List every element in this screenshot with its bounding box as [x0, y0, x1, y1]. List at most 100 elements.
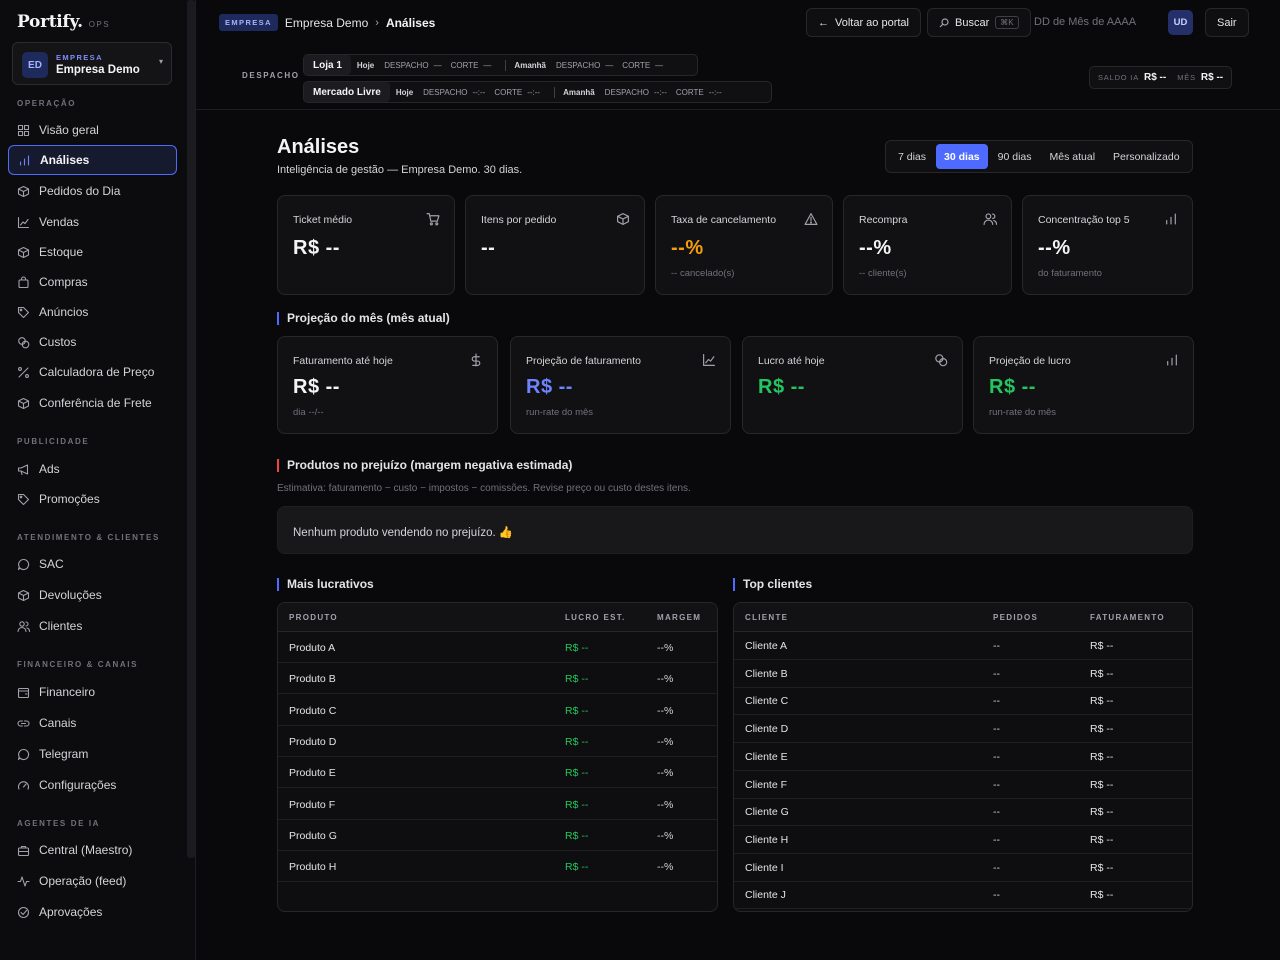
product-name: Produto B	[289, 673, 336, 686]
dispatch-store-loja-1[interactable]: Loja 1 Hoje DESPACHO — CORTE — Amanhã DESPACHO —…	[303, 54, 698, 76]
column-header-revenue[interactable]: FATURAMENTO	[1090, 613, 1165, 622]
range-personalizado[interactable]: Personalizado	[1113, 150, 1180, 163]
column-header-margin[interactable]: MARGEM	[657, 613, 702, 622]
sidebar-item-compras[interactable]: Compras	[8, 267, 177, 297]
table-row[interactable]: Produto H R$ -- --%	[278, 851, 717, 883]
company-switcher[interactable]: ED EMPRESA Empresa Demo ▾	[12, 42, 172, 85]
dispatch-label: DESPACHO	[242, 71, 300, 80]
chevron-right-icon: ›	[375, 16, 379, 29]
sidebar-section-title: AGENTES DE IA	[17, 819, 101, 828]
company-label: EMPRESA	[56, 53, 103, 62]
table-header: CLIENTE PEDIDOS FATURAMENTO	[734, 603, 1192, 632]
range-90-dias[interactable]: 90 dias	[997, 150, 1032, 163]
product-name: Produto A	[289, 642, 336, 654]
dispatch-store-name: Mercado Livre	[304, 82, 390, 102]
profitable-table: PRODUTO LUCRO EST. MARGEM Produto A R$ --…	[277, 602, 718, 912]
column-header-profit[interactable]: LUCRO EST.	[565, 613, 626, 622]
tag-icon	[17, 493, 30, 506]
product-name: Produto D	[289, 735, 337, 748]
breadcrumb-company[interactable]: Empresa Demo	[284, 15, 369, 30]
table-row[interactable]: Produto C R$ -- --%	[278, 695, 717, 726]
range-mes-atual[interactable]: Mês atual	[1049, 150, 1096, 163]
table-row[interactable]: Cliente C -- R$ --	[734, 687, 1192, 716]
client-revenue: R$ --	[1090, 640, 1114, 652]
table-row[interactable]: Cliente E -- R$ --	[734, 743, 1192, 771]
chevron-down-icon: ▾	[158, 57, 163, 66]
table-row[interactable]: Produto B R$ -- --%	[278, 663, 717, 695]
sidebar-item-label: Ads	[39, 462, 60, 476]
sidebar-section-title: ATENDIMENTO & CLIENTES	[17, 533, 160, 542]
sidebar-item-clientes[interactable]: Clientes	[8, 611, 177, 641]
projection-card-faturamento-ate-hoje: Faturamento até hoje R$ -- dia --/--	[277, 336, 498, 434]
sidebar-item-analises[interactable]: Análises	[8, 145, 177, 175]
dispatch-tomorrow-label: Amanhã	[514, 60, 546, 70]
table-row[interactable]: Cliente I -- R$ --	[734, 854, 1192, 882]
client-orders: --	[993, 833, 1000, 846]
sidebar-item-sac[interactable]: SAC	[8, 549, 177, 579]
client-revenue: R$ --	[1090, 695, 1114, 708]
column-header-orders[interactable]: PEDIDOS	[993, 613, 1039, 622]
product-profit: R$ --	[565, 704, 589, 717]
sidebar-item-operacao-feed[interactable]: Operação (feed)	[8, 866, 177, 896]
ai-month-label: MÊS	[1177, 73, 1196, 82]
kpi-value: --	[481, 237, 496, 259]
sidebar-item-vendas[interactable]: Vendas	[8, 207, 177, 237]
sidebar-item-estoque[interactable]: Estoque	[8, 237, 177, 267]
brand[interactable]: Portify. OPS	[17, 12, 110, 32]
sidebar-item-visao-geral[interactable]: Visão geral	[8, 115, 177, 145]
sidebar-scrollbar[interactable]	[187, 0, 195, 858]
user-avatar[interactable]: UD	[1168, 10, 1193, 35]
sidebar-item-promocoes[interactable]: Promoções	[8, 484, 177, 514]
sidebar-item-canais[interactable]: Canais	[8, 708, 177, 738]
projection-subtext: run-rate do mês	[526, 407, 594, 418]
sidebar-item-devolucoes[interactable]: Devoluções	[8, 580, 177, 610]
sidebar-item-anuncios[interactable]: Anúncios	[8, 297, 177, 327]
table-row[interactable]: Produto A R$ -- --%	[278, 632, 717, 663]
projection-label: Projeção de faturamento	[526, 355, 641, 367]
table-row[interactable]: Cliente J -- R$ --	[734, 881, 1192, 910]
table-row[interactable]: Cliente B -- R$ --	[734, 660, 1192, 688]
table-row[interactable]: Cliente D -- R$ --	[734, 715, 1192, 744]
sidebar-item-pedidos-do-dia[interactable]: Pedidos do Dia	[8, 176, 177, 206]
sidebar-item-calculadora-de-preco[interactable]: Calculadora de Preço	[8, 357, 177, 387]
sidebar-item-label: Clientes	[39, 619, 83, 633]
product-name: Produto C	[289, 704, 337, 717]
table-row[interactable]: Cliente A -- R$ --	[734, 632, 1192, 660]
client-revenue: R$ --	[1090, 723, 1114, 736]
sidebar-item-custos[interactable]: Custos	[8, 327, 177, 357]
sidebar-item-aprovacoes[interactable]: Aprovações	[8, 897, 177, 927]
client-orders: --	[993, 667, 1000, 680]
sidebar-item-telegram[interactable]: Telegram	[8, 739, 177, 769]
search-button[interactable]: Buscar ⌘K	[927, 8, 1031, 37]
sidebar-item-label: Canais	[39, 716, 77, 730]
cut-word: CORTE	[622, 60, 651, 70]
table-row[interactable]: Produto E R$ -- --%	[278, 757, 717, 789]
product-name: Produto H	[289, 861, 337, 874]
table-row[interactable]: Cliente H -- R$ --	[734, 826, 1192, 854]
range-30-dias[interactable]: 30 dias	[936, 144, 988, 169]
cut-word: CORTE	[450, 60, 479, 70]
breadcrumb-current: Análises	[385, 15, 436, 30]
logout-button[interactable]: Sair	[1205, 8, 1249, 37]
sidebar-item-ads[interactable]: Ads	[8, 454, 177, 484]
sidebar-item-configuracoes[interactable]: Configurações	[8, 770, 177, 800]
back-to-portal-button[interactable]: ← Voltar ao portal	[806, 8, 921, 37]
range-7-dias[interactable]: 7 dias	[898, 150, 927, 163]
breadcrumb-tag: EMPRESA	[219, 14, 278, 31]
sidebar-item-conferencia-de-frete[interactable]: Conferência de Frete	[8, 388, 177, 418]
sidebar-item-central-maestro[interactable]: Central (Maestro)	[8, 835, 177, 865]
dispatch-store-mercado-livre[interactable]: Mercado Livre Hoje DESPACHO --:-- CORTE --:--…	[303, 81, 772, 103]
sidebar-item-label: Configurações	[39, 778, 117, 792]
table-row[interactable]: Produto F R$ -- --%	[278, 789, 717, 820]
table-row[interactable]: Cliente G -- R$ --	[734, 798, 1192, 827]
column-header-product[interactable]: PRODUTO	[289, 613, 338, 622]
sidebar-item-financeiro[interactable]: Financeiro	[8, 677, 177, 707]
search-label: Buscar	[955, 16, 990, 29]
sidebar: Portify. OPS ED EMPRESA Empresa Demo ▾ O…	[0, 0, 196, 960]
table-row[interactable]: Produto G R$ -- --%	[278, 820, 717, 851]
column-header-client[interactable]: CLIENTE	[745, 613, 789, 622]
sidebar-item-label: Calculadora de Preço	[39, 365, 155, 379]
table-row[interactable]: Cliente F -- R$ --	[734, 771, 1192, 799]
kpi-subtext: -- cliente(s)	[859, 268, 907, 279]
table-row[interactable]: Produto D R$ -- --%	[278, 726, 717, 757]
